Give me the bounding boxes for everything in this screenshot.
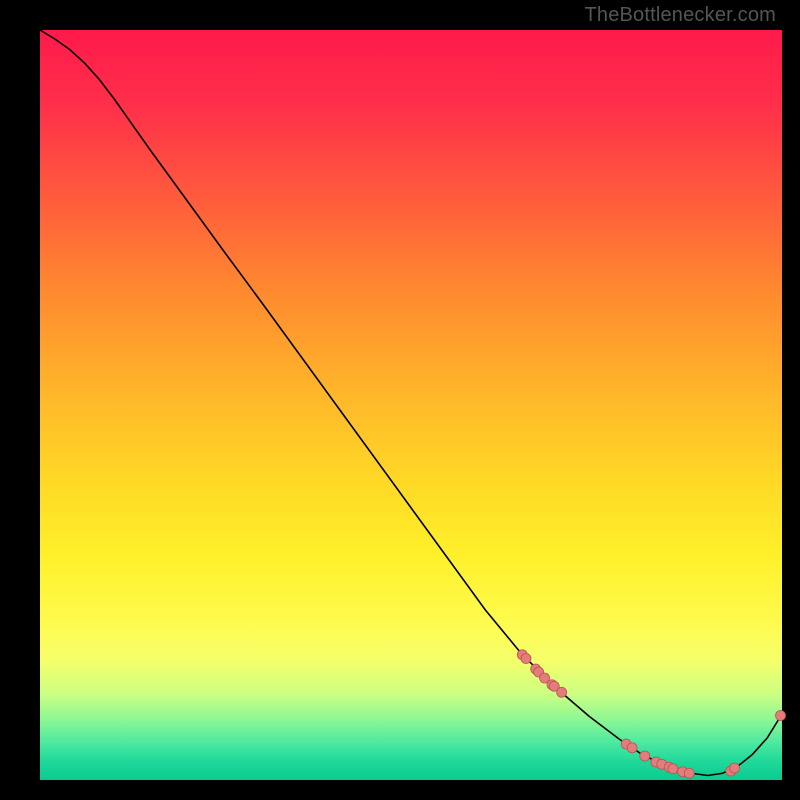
- data-marker: [776, 711, 786, 721]
- data-marker: [627, 743, 637, 753]
- stage: TheBottlenecker.com: [0, 0, 800, 800]
- data-marker: [557, 687, 567, 697]
- data-marker: [684, 768, 694, 778]
- data-marker: [521, 654, 531, 664]
- bottleneck-chart: [0, 0, 800, 800]
- data-marker: [640, 751, 650, 761]
- data-marker: [668, 764, 678, 774]
- plot-background: [40, 30, 782, 780]
- data-marker: [730, 763, 740, 773]
